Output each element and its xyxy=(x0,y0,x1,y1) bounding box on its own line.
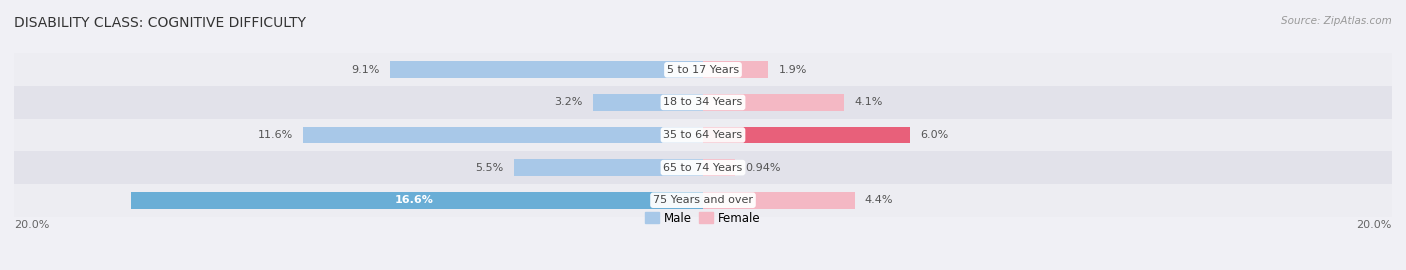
Text: Source: ZipAtlas.com: Source: ZipAtlas.com xyxy=(1281,16,1392,26)
Bar xyxy=(14,151,1392,184)
Text: 18 to 34 Years: 18 to 34 Years xyxy=(664,97,742,107)
Text: 6.0%: 6.0% xyxy=(920,130,948,140)
Text: 4.1%: 4.1% xyxy=(855,97,883,107)
Bar xyxy=(14,53,1392,86)
Text: 4.4%: 4.4% xyxy=(865,195,893,205)
Bar xyxy=(14,86,1392,119)
Text: DISABILITY CLASS: COGNITIVE DIFFICULTY: DISABILITY CLASS: COGNITIVE DIFFICULTY xyxy=(14,16,307,30)
Text: 9.1%: 9.1% xyxy=(352,65,380,75)
Bar xyxy=(703,192,855,209)
Bar xyxy=(593,94,703,111)
Bar xyxy=(513,159,703,176)
Text: 11.6%: 11.6% xyxy=(257,130,292,140)
Bar xyxy=(131,192,703,209)
Text: 65 to 74 Years: 65 to 74 Years xyxy=(664,163,742,173)
Bar xyxy=(14,119,1392,151)
Bar xyxy=(703,94,844,111)
Text: 3.2%: 3.2% xyxy=(554,97,582,107)
Text: 5.5%: 5.5% xyxy=(475,163,503,173)
Bar xyxy=(389,61,703,78)
Text: 1.9%: 1.9% xyxy=(779,65,807,75)
Text: 0.94%: 0.94% xyxy=(745,163,782,173)
Bar xyxy=(304,127,703,143)
Bar xyxy=(703,61,769,78)
Bar xyxy=(703,159,735,176)
Bar xyxy=(703,127,910,143)
Text: 75 Years and over: 75 Years and over xyxy=(652,195,754,205)
Text: 16.6%: 16.6% xyxy=(394,195,433,205)
Bar xyxy=(14,184,1392,217)
Text: 5 to 17 Years: 5 to 17 Years xyxy=(666,65,740,75)
Text: 20.0%: 20.0% xyxy=(14,220,49,230)
Legend: Male, Female: Male, Female xyxy=(641,207,765,229)
Text: 20.0%: 20.0% xyxy=(1357,220,1392,230)
Text: 35 to 64 Years: 35 to 64 Years xyxy=(664,130,742,140)
